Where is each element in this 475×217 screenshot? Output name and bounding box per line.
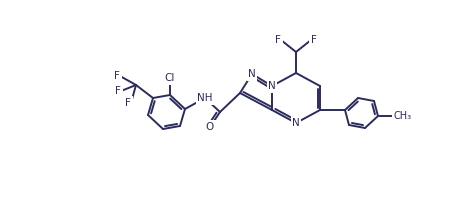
Text: F: F <box>275 35 281 45</box>
Text: F: F <box>115 86 121 96</box>
Text: Cl: Cl <box>165 73 175 83</box>
Text: NH: NH <box>197 93 213 103</box>
Text: CH₃: CH₃ <box>393 111 411 121</box>
Text: O: O <box>206 122 214 132</box>
Text: N: N <box>248 69 256 79</box>
Text: N: N <box>268 81 276 91</box>
Text: N: N <box>292 118 300 128</box>
Text: F: F <box>114 71 120 81</box>
Text: F: F <box>125 98 131 108</box>
Text: F: F <box>311 35 317 45</box>
